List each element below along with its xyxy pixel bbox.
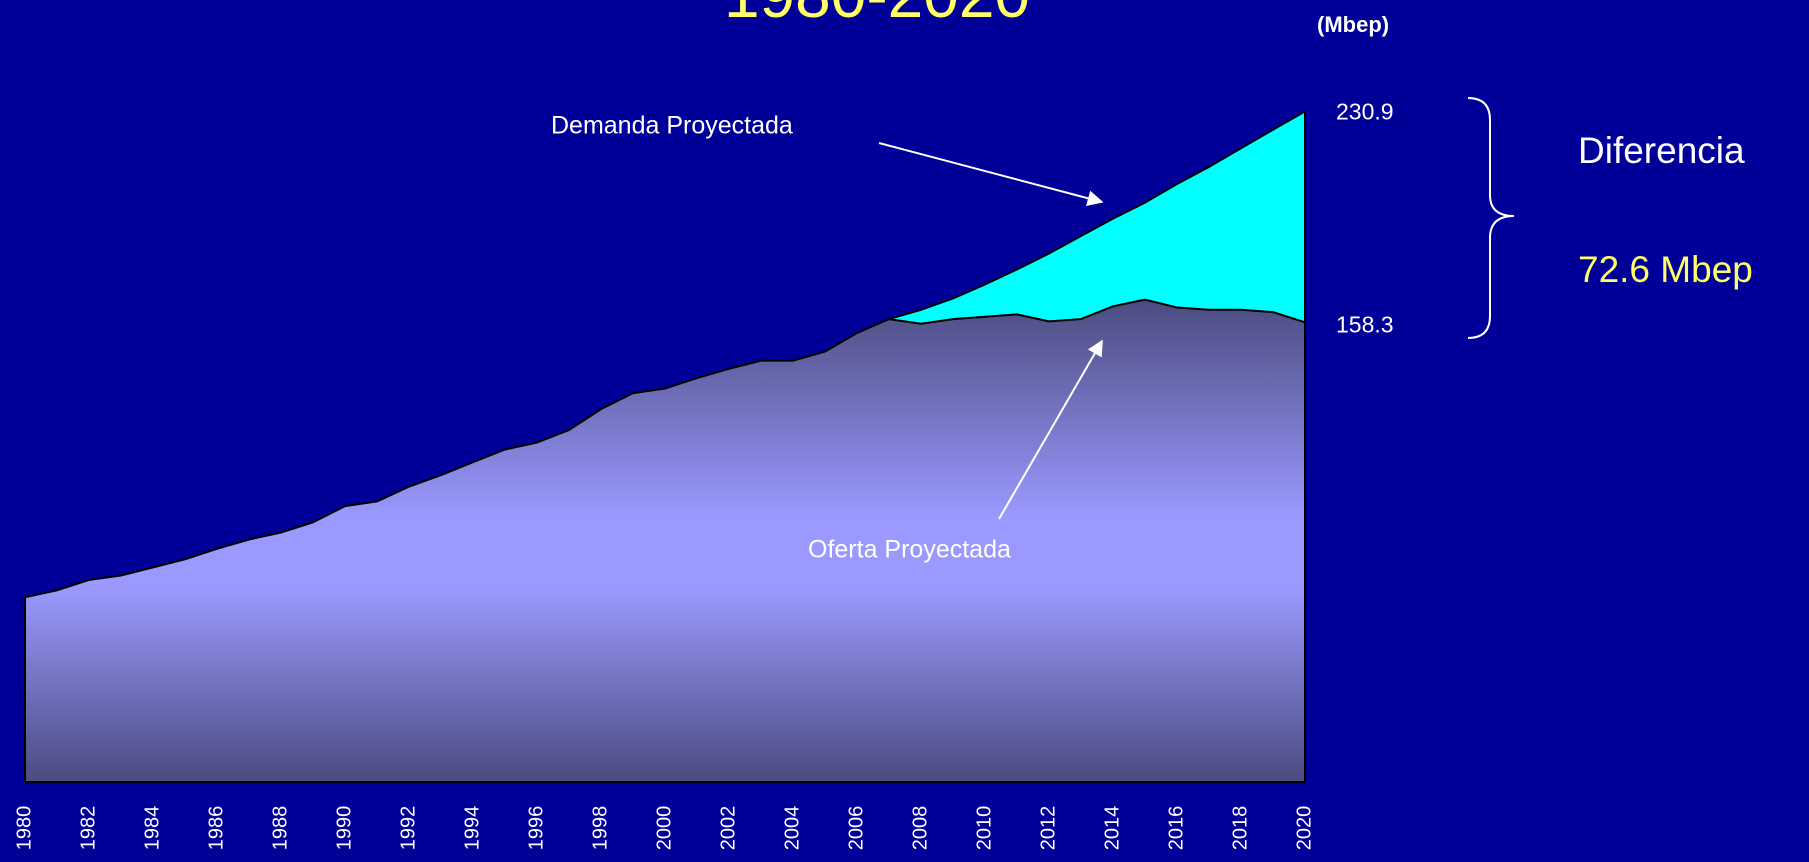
x-tick-label: 2016 xyxy=(1165,806,1187,851)
demand-line xyxy=(888,110,1306,321)
x-tick-label: 1986 xyxy=(205,806,227,851)
x-tick-label: 1996 xyxy=(525,806,547,851)
supply-line xyxy=(24,298,1306,599)
x-tick-label: 2006 xyxy=(845,806,867,851)
difference-label: Diferencia xyxy=(1578,130,1745,171)
x-tick-label: 2014 xyxy=(1101,806,1123,851)
x-tick-label: 1992 xyxy=(397,806,419,851)
x-tick-label: 1984 xyxy=(141,806,163,851)
supply-annotation: Oferta Proyectada xyxy=(808,536,1011,564)
value-label: 230.9 xyxy=(1336,99,1394,125)
x-tick-label: 2012 xyxy=(1037,806,1059,851)
chart-title: 1980-2020 xyxy=(724,0,1030,31)
x-tick-label: 1998 xyxy=(589,806,611,851)
x-tick-label: 1980 xyxy=(13,806,35,851)
x-tick-label: 1994 xyxy=(461,806,483,851)
x-tick-label: 2002 xyxy=(717,806,739,851)
x-tick-label: 2000 xyxy=(653,806,675,851)
x-tick-label: 2018 xyxy=(1229,806,1251,851)
demand-annotation: Demanda Proyectada xyxy=(551,112,793,140)
x-tick-label: 2020 xyxy=(1293,806,1315,851)
plot-area xyxy=(24,110,1306,783)
x-tick-label: 1990 xyxy=(333,806,355,851)
x-tick-label: 2010 xyxy=(973,806,995,851)
brace xyxy=(1467,97,1515,339)
supply-arrow xyxy=(998,339,1103,520)
demand-area xyxy=(889,111,1305,324)
x-tick-label: 1982 xyxy=(77,806,99,851)
x-tick-label: 1988 xyxy=(269,806,291,851)
y-unit-label: (Mbep) xyxy=(1317,12,1389,37)
x-tick-label: 2004 xyxy=(781,806,803,851)
value-label: 158.3 xyxy=(1336,311,1394,337)
difference-value: 72.6 Mbep xyxy=(1578,249,1753,290)
supply-area xyxy=(25,299,1305,782)
x-tick-label: 2008 xyxy=(909,806,931,851)
demand-arrow xyxy=(878,142,1104,207)
